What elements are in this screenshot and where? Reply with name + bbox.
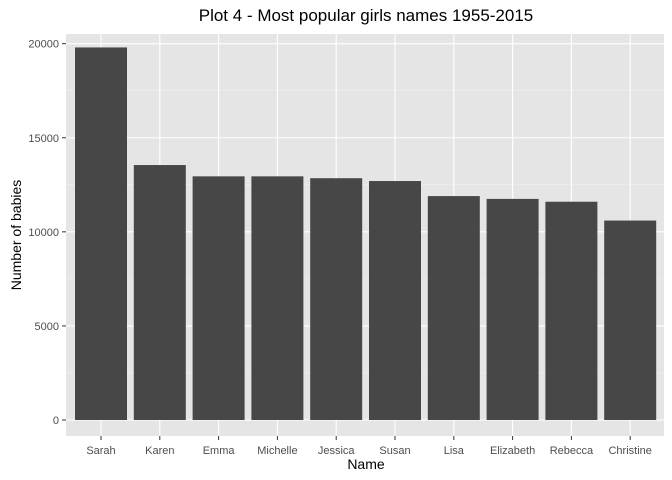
- bar-karen: [133, 165, 186, 420]
- x-axis: Sarah Karen Emma Michelle Jessica Susan Lisa El…: [86, 436, 652, 457]
- y-axis-title: Number of babies: [8, 180, 24, 291]
- x-tick-label: Elizabeth: [490, 445, 535, 457]
- y-axis: 0 5000 10000 15000 20000: [28, 39, 66, 427]
- y-tick-label: 10000: [28, 227, 59, 239]
- x-tick-label: Sarah: [86, 445, 115, 457]
- x-tick-label: Susan: [379, 445, 410, 457]
- bar-jessica: [310, 178, 363, 420]
- bar-sarah: [75, 47, 127, 420]
- bar-christine: [604, 220, 657, 420]
- y-tick-label: 0: [53, 415, 59, 427]
- x-tick-label: Michelle: [257, 445, 297, 457]
- bar-lisa: [427, 196, 480, 420]
- bar-susan: [369, 181, 421, 420]
- y-tick-label: 20000: [28, 39, 59, 51]
- bars: [75, 47, 657, 420]
- x-tick-label: Emma: [203, 445, 236, 457]
- y-tick-label: 15000: [28, 133, 59, 145]
- y-tick-label: 5000: [35, 321, 59, 333]
- x-tick-label: Christine: [608, 445, 651, 457]
- x-tick-label: Jessica: [318, 445, 356, 457]
- x-tick-label: Lisa: [444, 445, 465, 457]
- bar-michelle: [251, 176, 304, 420]
- bar-rebecca: [545, 201, 598, 420]
- x-tick-label: Rebecca: [550, 445, 594, 457]
- x-axis-title: Name: [347, 456, 385, 472]
- bar-elizabeth: [486, 198, 539, 420]
- chart-title: Plot 4 - Most popular girls names 1955-2…: [199, 6, 534, 25]
- bar-emma: [192, 176, 245, 420]
- x-tick-label: Karen: [145, 445, 174, 457]
